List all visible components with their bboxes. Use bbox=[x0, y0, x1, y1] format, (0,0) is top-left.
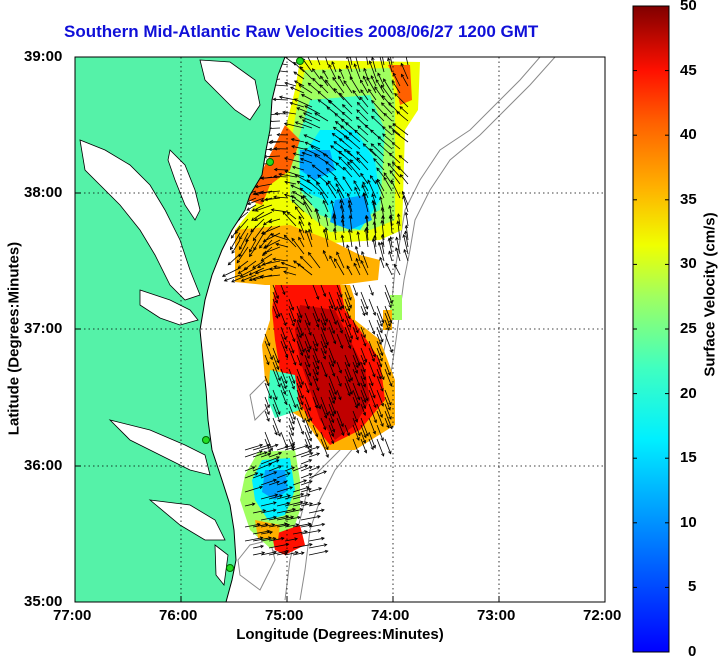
y-tick-label: 36:00 bbox=[24, 457, 62, 474]
velocity-arrow-head bbox=[363, 46, 366, 49]
x-tick-label: 77:00 bbox=[53, 607, 91, 624]
x-tick-label: 76:00 bbox=[159, 607, 197, 624]
x-tick-label: 72:00 bbox=[583, 607, 621, 624]
colorbar-tick-label: 30 bbox=[680, 255, 697, 272]
colorbar bbox=[633, 6, 669, 652]
colorbar-tick-label: 25 bbox=[680, 320, 697, 337]
x-tick-label: 74:00 bbox=[371, 607, 409, 624]
station-marker bbox=[297, 58, 304, 65]
velocity-arrow-head bbox=[323, 51, 326, 54]
velocity-arrow bbox=[275, 170, 288, 171]
velocity-arrow-head bbox=[389, 52, 392, 55]
station-marker bbox=[203, 437, 210, 444]
colorbar-tick-label: 20 bbox=[680, 385, 697, 402]
station-marker bbox=[227, 565, 234, 572]
colorbar-title: Surface Velocity (cm/s) bbox=[702, 185, 719, 405]
colorbar-tick-label: 45 bbox=[680, 62, 697, 79]
x-tick-label: 73:00 bbox=[477, 607, 515, 624]
y-tick-label: 39:00 bbox=[24, 48, 62, 65]
colorbar-tick-label: 50 bbox=[680, 0, 697, 14]
velocity-arrow-head bbox=[404, 51, 407, 54]
colorbar-tick-label: 15 bbox=[680, 449, 697, 466]
velocity-arrow-head bbox=[380, 50, 383, 53]
colorbar-tick-label: 5 bbox=[688, 578, 696, 595]
colorbar-tick-label: 0 bbox=[688, 643, 696, 660]
velocity-arrow bbox=[269, 142, 280, 143]
y-axis-title: Latitude (Degrees:Minutes) bbox=[6, 229, 23, 449]
chart-title: Southern Mid-Atlantic Raw Velocities 200… bbox=[64, 22, 538, 42]
station-marker bbox=[267, 159, 274, 166]
velocity-arrow-head bbox=[354, 53, 357, 56]
velocity-arrow bbox=[275, 114, 288, 115]
colorbar-tick-label: 40 bbox=[680, 126, 697, 143]
y-tick-label: 37:00 bbox=[24, 320, 62, 337]
x-axis-title: Longitude (Degrees:Minutes) bbox=[75, 626, 605, 643]
x-tick-label: 75:00 bbox=[265, 607, 303, 624]
velocity-arrow-head bbox=[347, 46, 350, 49]
y-tick-label: 38:00 bbox=[24, 184, 62, 201]
colorbar-tick-label: 35 bbox=[680, 191, 697, 208]
colorbar-tick-label: 10 bbox=[680, 514, 697, 531]
